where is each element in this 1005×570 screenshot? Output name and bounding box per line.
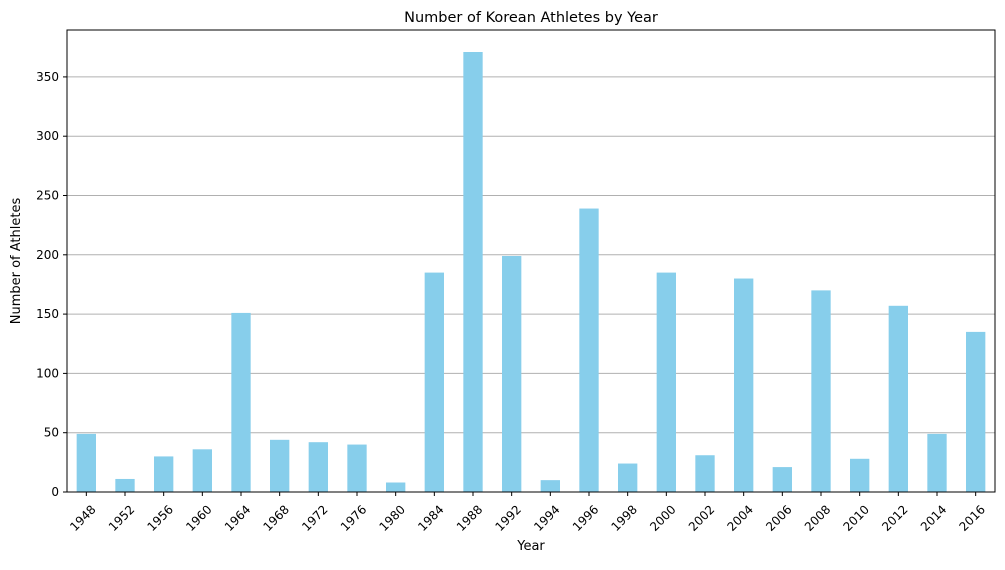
bar-1972 (308, 442, 328, 492)
bar-2010 (850, 458, 870, 492)
bar-1988 (463, 52, 483, 492)
y-tick-label: 100 (36, 366, 59, 380)
x-axis-label: Year (516, 539, 545, 554)
bar-1960 (192, 449, 212, 492)
bar-1980 (386, 482, 406, 492)
bars (76, 52, 986, 492)
bar-2014 (927, 433, 947, 492)
bar-2012 (888, 305, 908, 492)
y-tick-label: 0 (51, 485, 59, 499)
y-axis-ticks: 0 50 100 150 200 250 300 350 (36, 70, 67, 499)
y-axis-label: Number of Athletes (9, 198, 24, 325)
bar-1996 (579, 208, 599, 492)
bar-2000 (656, 272, 676, 492)
bar-1964 (231, 312, 251, 492)
y-tick-label: 250 (36, 189, 59, 203)
bar-2008 (811, 290, 831, 492)
bar-1992 (502, 255, 522, 492)
bar-2004 (734, 278, 754, 492)
bar-1956 (154, 456, 174, 492)
y-tick-label: 150 (36, 307, 59, 321)
bar-1952 (115, 478, 135, 492)
bar-1968 (270, 439, 290, 492)
bar-1984 (424, 272, 444, 492)
bar-1998 (618, 463, 638, 492)
bar-2002 (695, 455, 715, 492)
y-tick-label: 300 (36, 129, 59, 143)
axes-frame (66, 29, 996, 493)
y-tick-label: 200 (36, 248, 59, 262)
bar-1976 (347, 444, 367, 492)
bar-1948 (76, 433, 96, 492)
bar-2016 (966, 331, 986, 492)
bar-2006 (772, 467, 792, 492)
chart-title: Number of Korean Athletes by Year (404, 10, 658, 26)
plot-border (66, 29, 996, 493)
y-tick-label: 350 (36, 70, 59, 84)
y-tick-label: 50 (44, 426, 59, 440)
bar-1994 (540, 480, 560, 492)
